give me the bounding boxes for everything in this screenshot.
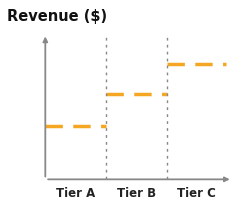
Text: Revenue ($): Revenue ($) bbox=[7, 9, 107, 24]
Text: Tier A: Tier A bbox=[56, 187, 95, 200]
Text: Tier C: Tier C bbox=[177, 187, 216, 200]
Text: Tier B: Tier B bbox=[117, 187, 156, 200]
